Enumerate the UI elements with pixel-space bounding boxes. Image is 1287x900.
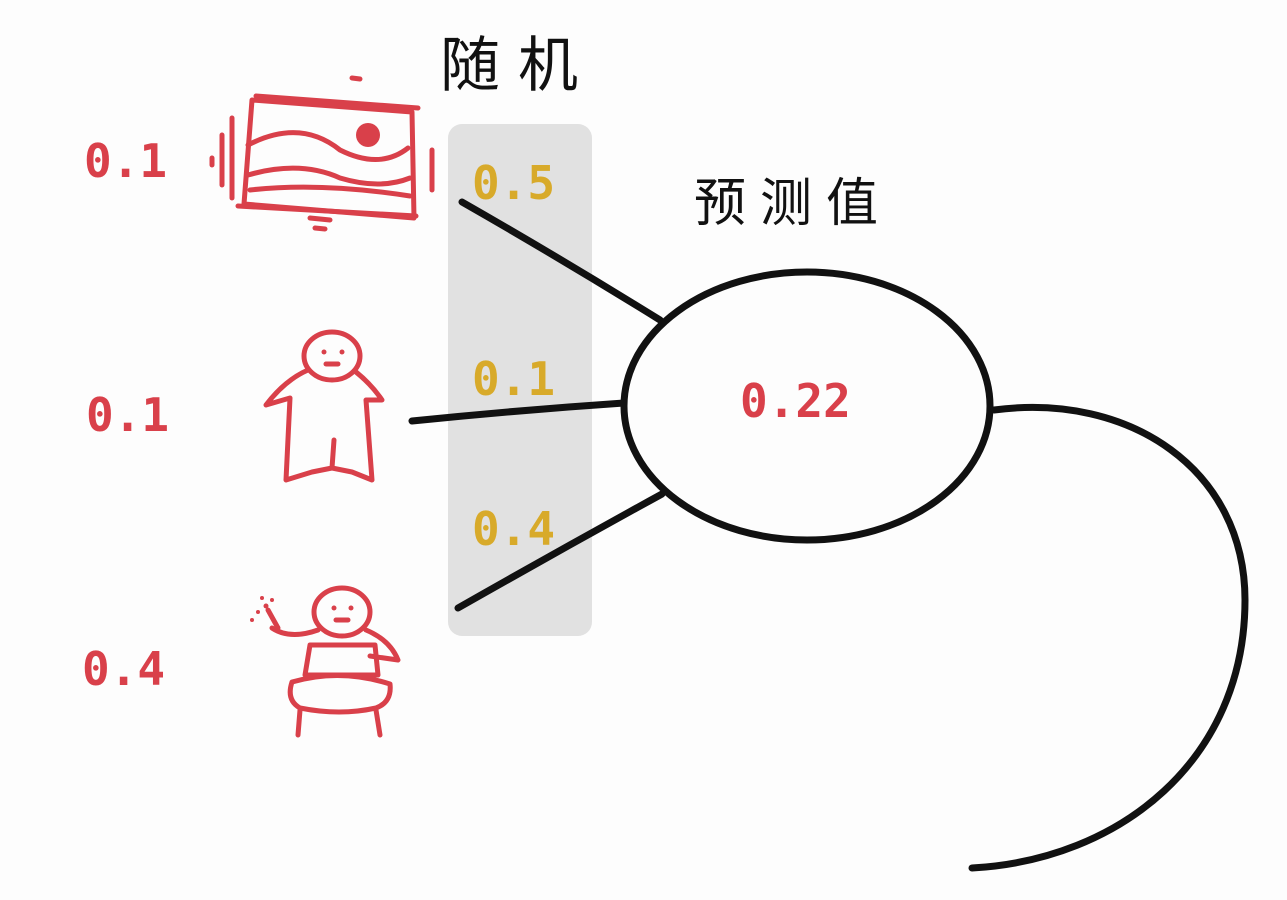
output-curve <box>968 403 1249 872</box>
output-value: 0.22 <box>740 374 851 428</box>
weight-value-3: 0.4 <box>472 502 556 556</box>
input-value-1: 0.1 <box>84 134 168 188</box>
fairy-with-wand-icon <box>250 585 401 738</box>
connection-line-2 <box>408 399 628 425</box>
output-title: 预测值 <box>694 174 893 234</box>
input-value-3: 0.4 <box>82 642 166 696</box>
connection-line-3 <box>454 490 666 612</box>
neuron-node <box>620 268 994 544</box>
landscape-picture-icon <box>209 75 435 232</box>
weight-value-1: 0.5 <box>472 156 556 210</box>
weights-title: 随机 <box>440 31 596 101</box>
person-icon <box>263 329 385 483</box>
input-value-2: 0.1 <box>86 388 170 442</box>
weight-value-2: 0.1 <box>472 352 556 406</box>
connection-line-1 <box>458 198 664 324</box>
